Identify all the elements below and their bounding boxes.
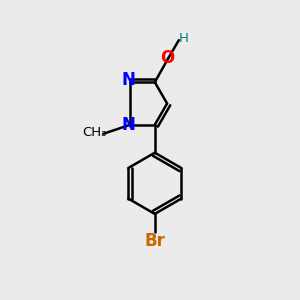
Text: N: N xyxy=(121,71,135,89)
Text: N: N xyxy=(121,116,135,134)
Text: CH₃: CH₃ xyxy=(82,126,106,139)
Text: Br: Br xyxy=(144,232,165,250)
Text: H: H xyxy=(178,32,188,45)
Text: O: O xyxy=(160,49,174,67)
